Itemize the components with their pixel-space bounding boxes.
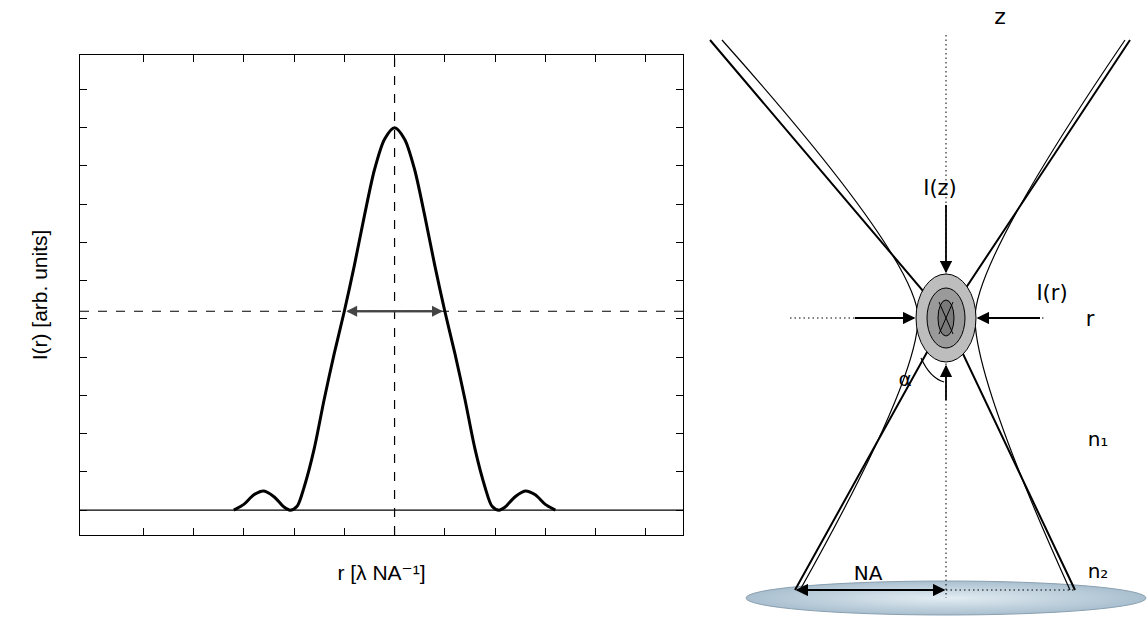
svg-text:α: α [898,367,911,391]
svg-text:r: r [1086,307,1095,331]
svg-text:z: z [994,4,1006,29]
svg-text:n₁: n₁ [1088,427,1109,451]
svg-text:I(r) [arb. units]: I(r) [arb. units] [28,230,51,361]
svg-text:n₂: n₂ [1088,559,1109,583]
svg-text:r [λ NA⁻¹]: r [λ NA⁻¹] [337,561,425,584]
svg-text:NA: NA [854,561,883,585]
svg-text:I(r): I(r) [1036,281,1067,305]
svg-text:I(z): I(z) [923,176,957,200]
